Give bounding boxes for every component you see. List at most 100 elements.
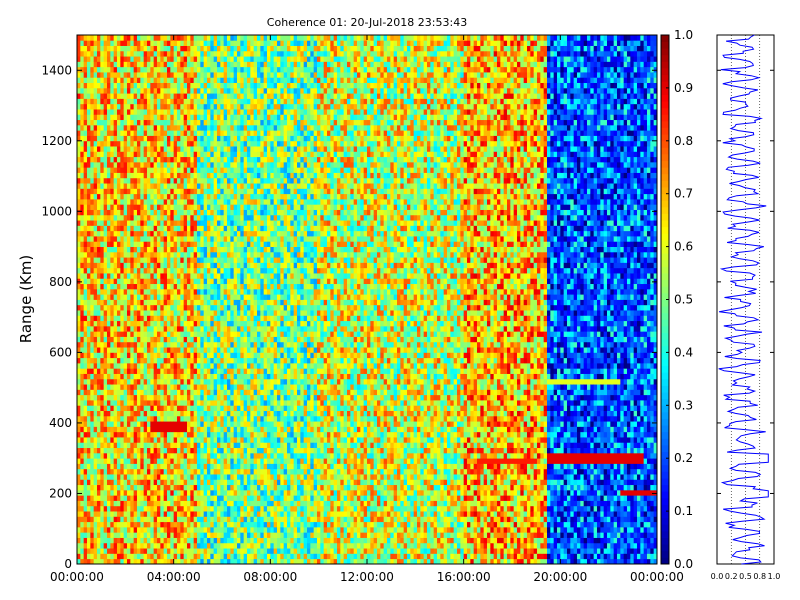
- heatmap-cell: [117, 220, 121, 226]
- heatmap-cell: [163, 489, 168, 496]
- heatmap-cell: [147, 251, 151, 258]
- heatmap-cell: [137, 468, 141, 475]
- heatmap-cell: [83, 426, 88, 433]
- heatmap-cell: [197, 246, 201, 253]
- heatmap-cell: [153, 262, 158, 269]
- heatmap-cell: [90, 230, 95, 237]
- heatmap-cell: [147, 56, 151, 62]
- heatmap-cell: [233, 124, 238, 131]
- heatmap-cell: [120, 267, 125, 274]
- heatmap-cell: [120, 119, 125, 126]
- heatmap-cell: [137, 442, 141, 449]
- heatmap-cell: [203, 103, 208, 110]
- heatmap-cell: [200, 161, 205, 168]
- heatmap-cell: [200, 124, 205, 131]
- heatmap-cell: [127, 103, 131, 110]
- heatmap-cell: [193, 35, 198, 41]
- heatmap-cell: [130, 299, 135, 306]
- heatmap-cell: [163, 315, 168, 322]
- heatmap-cell: [213, 204, 218, 210]
- heatmap-cell: [193, 452, 198, 459]
- heatmap-cell: [93, 474, 98, 480]
- heatmap-cell: [187, 204, 191, 210]
- heatmap-cell: [163, 511, 168, 517]
- heatmap-cell: [237, 262, 241, 269]
- heatmap-cell: [233, 283, 238, 290]
- heatmap-cell: [153, 114, 158, 121]
- heatmap-cell: [223, 431, 228, 438]
- heatmap-cell: [103, 35, 108, 41]
- heatmap-cell: [167, 347, 171, 353]
- heatmap-cell: [110, 198, 115, 205]
- heatmap-cell: [77, 405, 81, 411]
- heatmap-cell: [113, 373, 118, 380]
- heatmap-cell: [97, 124, 101, 131]
- heatmap-cell: [80, 193, 85, 200]
- heatmap-cell: [203, 394, 208, 401]
- heatmap-cell: [153, 500, 158, 507]
- heatmap-cell: [217, 98, 221, 105]
- heatmap-cell: [137, 378, 141, 385]
- heatmap-cell: [167, 320, 171, 327]
- heatmap-cell: [110, 283, 115, 290]
- heatmap-cell: [87, 558, 91, 565]
- heatmap-cell: [213, 114, 218, 121]
- heatmap-cell: [183, 542, 188, 549]
- heatmap-cell: [210, 177, 215, 184]
- heatmap-cell: [203, 320, 208, 327]
- heatmap-cell: [207, 405, 211, 411]
- heatmap-cell: [177, 542, 181, 549]
- heatmap-cell: [163, 373, 168, 380]
- heatmap-cell: [213, 336, 218, 343]
- heatmap-cell: [147, 278, 151, 285]
- heatmap-cell: [110, 415, 115, 422]
- heatmap-cell: [83, 468, 88, 475]
- heatmap-cell: [120, 98, 125, 105]
- heatmap-cell: [167, 241, 171, 247]
- heatmap-cell: [233, 389, 238, 396]
- heatmap-cell: [217, 119, 221, 126]
- heatmap-cell: [80, 257, 85, 263]
- heatmap-cell: [110, 167, 115, 173]
- heatmap-cell: [120, 220, 125, 226]
- heatmap-cell: [203, 474, 208, 480]
- heatmap-cell: [227, 198, 231, 205]
- heatmap-cell: [113, 56, 118, 62]
- heatmap-cell: [97, 130, 101, 136]
- heatmap-cell: [217, 114, 221, 121]
- heatmap-cell: [213, 325, 218, 332]
- heatmap-cell: [137, 56, 141, 62]
- heatmap-cell: [233, 304, 238, 311]
- heatmap-cell: [110, 452, 115, 459]
- heatmap-cell: [240, 204, 245, 210]
- heatmap-cell: [190, 405, 195, 411]
- heatmap-cell: [167, 352, 171, 359]
- heatmap-cell: [203, 257, 208, 263]
- heatmap-cell: [143, 246, 148, 253]
- heatmap-cell: [150, 299, 155, 306]
- heatmap-cell: [90, 310, 95, 316]
- heatmap-cell: [137, 431, 141, 438]
- heatmap-cell: [140, 437, 145, 443]
- heatmap-cell: [100, 161, 105, 168]
- heatmap-cell: [207, 72, 211, 78]
- heatmap-cell: [237, 72, 241, 78]
- heatmap-cell: [103, 103, 108, 110]
- heatmap-cell: [167, 426, 171, 433]
- heatmap-cell: [117, 77, 121, 84]
- heatmap-cell: [163, 273, 168, 279]
- heatmap-cell: [143, 357, 148, 364]
- heatmap-cell: [123, 495, 128, 501]
- heatmap-cell: [137, 146, 141, 152]
- heatmap-cell: [187, 415, 191, 422]
- heatmap-cell: [140, 548, 145, 554]
- heatmap-cell: [210, 50, 215, 57]
- heatmap-cell: [127, 479, 131, 486]
- heatmap-cell: [143, 114, 148, 121]
- heatmap-cell: [237, 442, 241, 449]
- heatmap-cell: [173, 484, 178, 491]
- heatmap-cell: [143, 204, 148, 210]
- heatmap-cell: [157, 410, 161, 417]
- heatmap-cell: [223, 299, 228, 306]
- heatmap-cell: [187, 373, 191, 380]
